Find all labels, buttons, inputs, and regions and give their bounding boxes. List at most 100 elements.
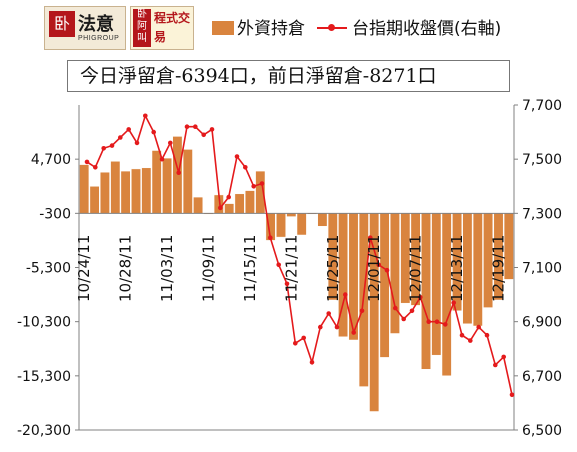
- price-point: [468, 338, 473, 343]
- left-tick-label: 4,700: [31, 152, 71, 168]
- price-point: [209, 127, 215, 132]
- price-point: [251, 184, 256, 189]
- x-tick-label: 12/07/11: [407, 235, 425, 302]
- bar: [224, 203, 235, 214]
- x-tick-label: 11/03/11: [158, 235, 176, 302]
- price-point: [101, 146, 106, 151]
- right-tick-label: 7,100: [522, 261, 562, 277]
- logo-group: 卧 法意 PHIGROUP 卧阿叫 程式交易: [44, 6, 196, 50]
- x-tick-label: 12/01/11: [365, 235, 383, 302]
- price-point: [384, 267, 390, 273]
- price-point: [401, 316, 407, 322]
- x-tick-label: 11/09/11: [199, 235, 217, 302]
- bar: [131, 168, 141, 214]
- left-tick-label: -20,300: [17, 423, 71, 439]
- price-point: [284, 281, 290, 287]
- bar: [234, 193, 245, 214]
- price-point: [493, 362, 498, 368]
- price-point: [226, 194, 231, 200]
- price-point: [326, 311, 332, 316]
- price-point: [484, 332, 490, 338]
- price-point: [126, 127, 131, 132]
- legend-bar-swatch: [212, 21, 234, 35]
- bar: [141, 167, 152, 214]
- program-trading-logo: 卧阿叫 程式交易: [130, 6, 194, 50]
- x-tick-label: 11/21/11: [282, 235, 300, 302]
- price-point: [218, 205, 223, 211]
- x-tick-label: 10/28/11: [117, 235, 135, 302]
- price-point: [151, 129, 156, 135]
- price-point: [418, 295, 423, 300]
- headline-text: 今日淨留倉-6394口，前日淨留倉-8271口: [80, 65, 437, 87]
- bar: [317, 213, 328, 227]
- x-tick-label: 12/19/11: [489, 235, 507, 302]
- bar: [431, 213, 442, 356]
- price-point: [393, 305, 398, 311]
- price-point: [343, 292, 348, 297]
- bar: [162, 157, 173, 214]
- logo-seal-icon: 卧: [49, 11, 75, 37]
- price-point: [259, 181, 265, 186]
- price-point: [84, 159, 90, 165]
- bar: [472, 213, 483, 327]
- left-tick-label: -15,300: [17, 369, 71, 385]
- left-tick-label: -5,300: [26, 261, 71, 277]
- right-tick-label: 7,700: [522, 98, 562, 114]
- price-point: [409, 308, 415, 314]
- right-tick-label: 6,900: [522, 315, 562, 331]
- price-point: [301, 335, 307, 341]
- price-line: [86, 113, 513, 395]
- bar: [89, 186, 100, 214]
- phigroup-logo: 卧 法意 PHIGROUP: [44, 6, 126, 50]
- price-point: [376, 262, 382, 268]
- bar: [389, 213, 400, 334]
- bar: [99, 171, 110, 214]
- bar: [79, 164, 90, 214]
- price-point: [359, 308, 365, 314]
- price-point: [159, 156, 165, 162]
- right-tick-label: 6,500: [522, 423, 562, 439]
- price-point: [451, 300, 457, 306]
- price-point: [501, 354, 507, 360]
- price-point: [109, 143, 115, 148]
- bar: [110, 161, 121, 214]
- legend-bars-label: 外資持倉: [237, 19, 305, 39]
- tick-labels: -20,300 -15,300 -10,300 -5,300 -300 4,700 6,50…: [17, 98, 562, 439]
- x-tick-label: 11/15/11: [241, 235, 259, 302]
- bar: [172, 136, 183, 214]
- bar: [193, 196, 204, 214]
- price-point: [176, 170, 181, 175]
- right-tick-label: 7,300: [522, 206, 562, 222]
- price-point: [184, 124, 190, 129]
- price-point: [368, 235, 373, 240]
- bar: [182, 149, 193, 214]
- price-point: [351, 330, 357, 335]
- price-point: [243, 165, 248, 170]
- bar: [244, 190, 255, 214]
- price-point: [143, 113, 148, 119]
- price-point: [93, 165, 98, 170]
- right-tick-label: 6,700: [522, 369, 562, 385]
- chart-legend: 外資持倉 台指期收盤價(右軸): [212, 14, 501, 39]
- price-point: [509, 392, 515, 398]
- bar: [348, 213, 359, 341]
- price-point: [443, 322, 448, 327]
- x-tick-label: 11/25/11: [324, 235, 342, 302]
- price-point: [193, 124, 198, 129]
- price-point: [459, 332, 465, 338]
- bar: [296, 213, 307, 236]
- price-point: [318, 324, 323, 330]
- price-point: [118, 135, 123, 140]
- price-point: [293, 341, 298, 346]
- price-point: [168, 140, 173, 146]
- left-tick-label: -300: [39, 206, 71, 222]
- x-tick-label: 10/24/11: [75, 235, 93, 302]
- price-point: [268, 235, 273, 240]
- bar-series: [79, 136, 514, 412]
- price-point: [476, 324, 482, 330]
- price-point: [426, 319, 432, 325]
- axes-group: [75, 104, 518, 431]
- price-point: [134, 140, 140, 146]
- x-tick-label: 12/13/11: [448, 235, 466, 302]
